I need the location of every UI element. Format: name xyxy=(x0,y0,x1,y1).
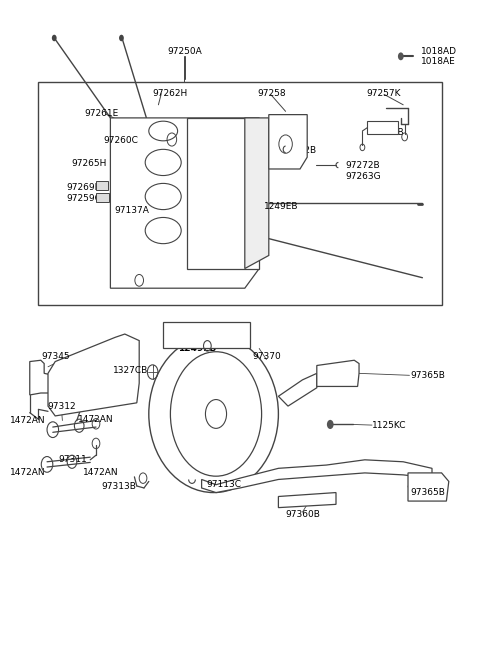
Text: 97312: 97312 xyxy=(47,402,76,411)
Polygon shape xyxy=(110,118,259,288)
Polygon shape xyxy=(187,118,259,269)
Text: 97311: 97311 xyxy=(59,455,87,464)
Text: 1472AN: 1472AN xyxy=(10,468,46,477)
Text: 97262H: 97262H xyxy=(153,88,188,98)
Text: 97365B: 97365B xyxy=(410,488,445,497)
Text: 1018AD: 1018AD xyxy=(421,47,457,56)
Text: 97250A: 97250A xyxy=(168,47,202,56)
Text: 1472AN: 1472AN xyxy=(83,468,119,477)
Text: 1018AE: 1018AE xyxy=(421,57,456,66)
Text: 1472AN: 1472AN xyxy=(10,416,46,425)
Polygon shape xyxy=(408,473,449,501)
Text: 97360B: 97360B xyxy=(285,510,320,519)
Text: 1472AN: 1472AN xyxy=(78,415,114,424)
Bar xyxy=(38,82,442,305)
Text: *97272B: *97272B xyxy=(277,146,317,155)
Text: 97365B: 97365B xyxy=(410,371,445,380)
Polygon shape xyxy=(202,460,432,493)
Text: 97259C: 97259C xyxy=(66,194,101,203)
Polygon shape xyxy=(245,118,269,269)
Text: 97370: 97370 xyxy=(252,352,281,362)
Text: 97261E: 97261E xyxy=(84,109,118,119)
Text: 97260C: 97260C xyxy=(103,136,138,145)
Text: 97252B: 97252B xyxy=(370,128,404,138)
Polygon shape xyxy=(367,121,398,134)
Text: 97137A: 97137A xyxy=(114,206,149,215)
Polygon shape xyxy=(278,493,336,508)
Polygon shape xyxy=(278,373,317,406)
Polygon shape xyxy=(48,334,139,416)
Text: 1249EB: 1249EB xyxy=(178,344,216,353)
Circle shape xyxy=(52,35,57,41)
Text: 1249EB: 1249EB xyxy=(264,202,299,211)
Circle shape xyxy=(119,35,124,41)
Polygon shape xyxy=(317,360,359,386)
Text: 97257K: 97257K xyxy=(367,88,401,98)
Circle shape xyxy=(205,400,227,428)
Text: 97313B: 97313B xyxy=(102,481,136,491)
Text: 97263G: 97263G xyxy=(346,172,381,181)
Ellipse shape xyxy=(149,335,278,493)
Text: 97265H: 97265H xyxy=(71,159,107,168)
Polygon shape xyxy=(269,115,307,169)
Polygon shape xyxy=(163,322,250,348)
Text: 97113C: 97113C xyxy=(206,480,241,489)
Circle shape xyxy=(398,52,404,60)
Text: 97345: 97345 xyxy=(41,352,70,362)
Text: 1327CB: 1327CB xyxy=(113,365,148,375)
Text: 97258: 97258 xyxy=(257,88,286,98)
Text: 97269H: 97269H xyxy=(66,183,102,192)
Polygon shape xyxy=(96,181,108,190)
Circle shape xyxy=(327,420,334,429)
Text: 97272B: 97272B xyxy=(346,160,380,170)
Polygon shape xyxy=(96,193,109,202)
Polygon shape xyxy=(30,360,55,395)
Text: 1125KC: 1125KC xyxy=(372,421,407,430)
